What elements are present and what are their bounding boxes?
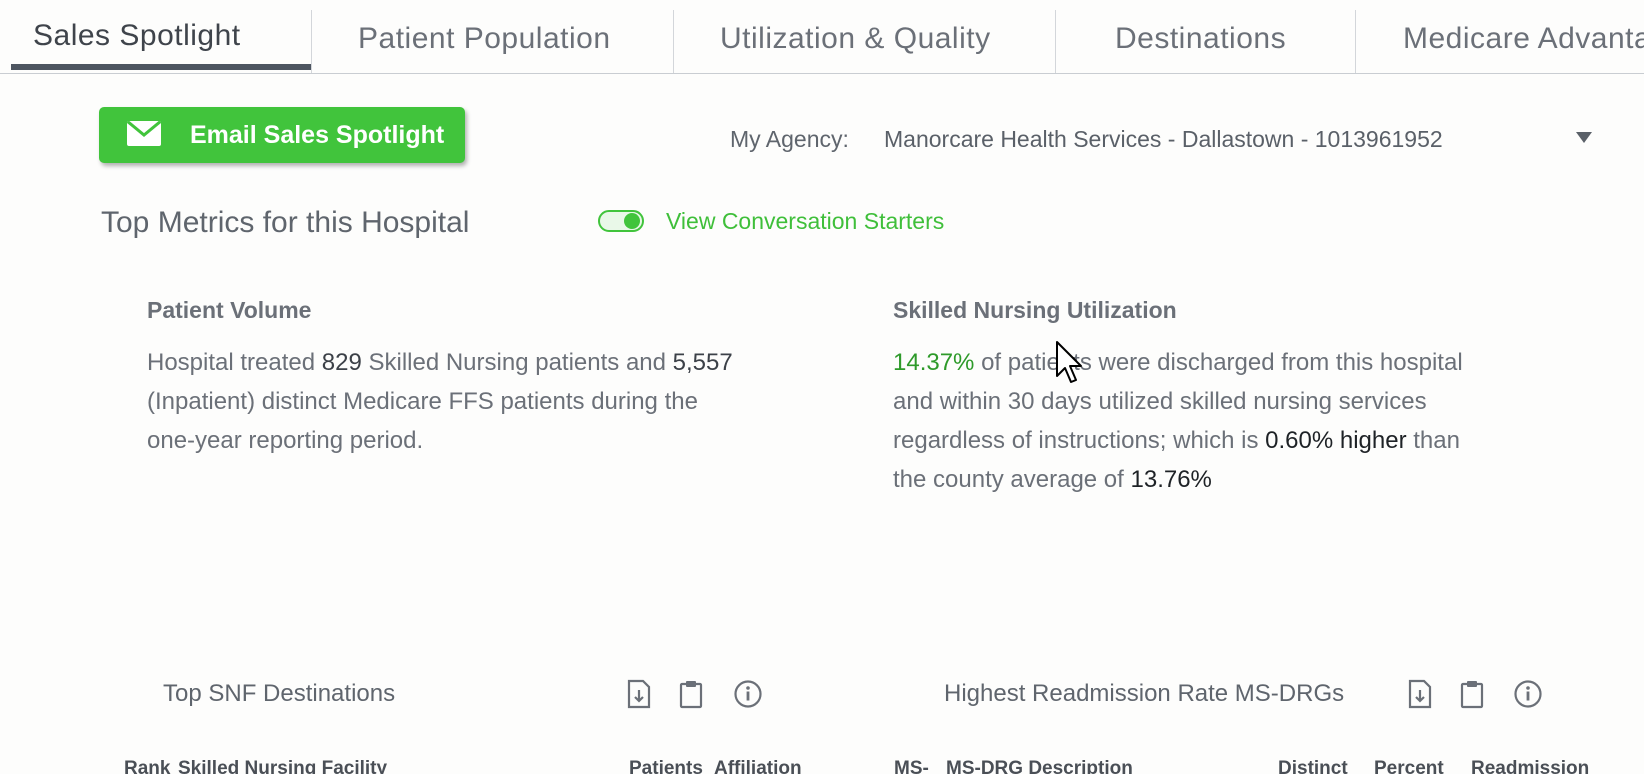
column-header-patients[interactable]: Patients [629,758,703,774]
column-header-distinct[interactable]: Distinct [1278,758,1348,774]
tab-divider [673,10,674,73]
snf-destinations-title: Top SNF Destinations [163,680,396,707]
clipboard-icon[interactable] [678,679,704,709]
agency-select[interactable]: Manorcare Health Services - Dallastown -… [884,114,1596,162]
text-fragment: of patients were discharged from this ho… [974,349,1463,376]
column-header-affiliation[interactable]: Affiliation [714,758,802,774]
toggle-knob [624,213,640,229]
tab-divider [311,10,312,73]
tab-label: Medicare Advantage [1403,22,1644,55]
clipboard-icon[interactable] [1459,679,1485,709]
tab-utilization-quality[interactable]: Utilization & Quality [720,10,1050,74]
text-fragment: Hospital treated [147,349,322,376]
tab-label: Sales Spotlight [33,19,241,52]
download-icon[interactable] [626,679,652,709]
text-line: one-year reporting period. [147,427,424,454]
text-line: and within 30 days utilized skilled nurs… [893,388,1427,415]
text-fragment: the county average of [893,466,1131,493]
tab-label: Destinations [1115,22,1287,55]
snf-utilization-text: 14.37% of patients were discharged from … [893,343,1573,499]
patient-volume-title: Patient Volume [147,297,312,323]
envelope-icon [127,121,161,146]
snf-patients-value: 829 [321,349,362,376]
patient-volume-text: Hospital treated 829 Skilled Nursing pat… [147,343,827,460]
tab-label: Utilization & Quality [720,22,991,55]
conversation-starters-toggle[interactable] [598,210,644,232]
column-header-ms-drg[interactable]: MS- [894,758,929,774]
tab-destinations[interactable]: Destinations [1115,10,1355,74]
tab-patient-population[interactable]: Patient Population [358,10,658,74]
column-header-ms-drg-description[interactable]: MS-DRG Description [946,758,1133,774]
email-button-label: Email Sales Spotlight [190,121,445,149]
tab-sales-spotlight[interactable]: Sales Spotlight [33,10,298,74]
email-sales-spotlight-button[interactable]: Email Sales Spotlight [99,107,465,163]
county-difference-value: 0.60% higher [1265,427,1407,454]
ffs-patients-value: 5,557 [672,349,733,376]
download-icon[interactable] [1407,679,1433,709]
tab-divider [1055,10,1056,73]
column-header-rank[interactable]: Rank [124,758,171,774]
agency-select-value: Manorcare Health Services - Dallastown -… [884,126,1443,152]
conversation-starters-label[interactable]: View Conversation Starters [666,208,945,234]
tab-medicare-advantage[interactable]: Medicare Advantage [1403,10,1644,74]
snf-utilization-title: Skilled Nursing Utilization [893,297,1177,323]
text-fragment: than [1406,427,1460,454]
agency-label: My Agency: [730,126,849,152]
active-tab-indicator [11,64,311,70]
text-fragment: regardless of instructions; which is [893,427,1266,454]
tab-bar: Sales Spotlight Patient Population Utili… [0,0,1644,74]
snf-utilization-rate: 14.37% [893,349,975,376]
text-fragment: Skilled Nursing patients and [361,349,673,376]
text-line: (Inpatient) distinct Medicare FFS patien… [147,388,698,415]
tab-label: Patient Population [358,22,611,55]
caret-down-icon [1576,132,1592,143]
mouse-cursor-icon [1056,341,1082,383]
column-header-readmission[interactable]: Readmission [1471,758,1590,774]
info-icon[interactable] [1513,679,1543,709]
readmission-title: Highest Readmission Rate MS-DRGs [944,680,1345,707]
column-header-percent[interactable]: Percent [1374,758,1444,774]
info-icon[interactable] [733,679,763,709]
section-title: Top Metrics for this Hospital [101,206,470,239]
column-header-facility[interactable]: Skilled Nursing Facility [178,758,388,774]
tab-divider [1355,10,1356,73]
county-average-value: 13.76% [1130,466,1212,493]
